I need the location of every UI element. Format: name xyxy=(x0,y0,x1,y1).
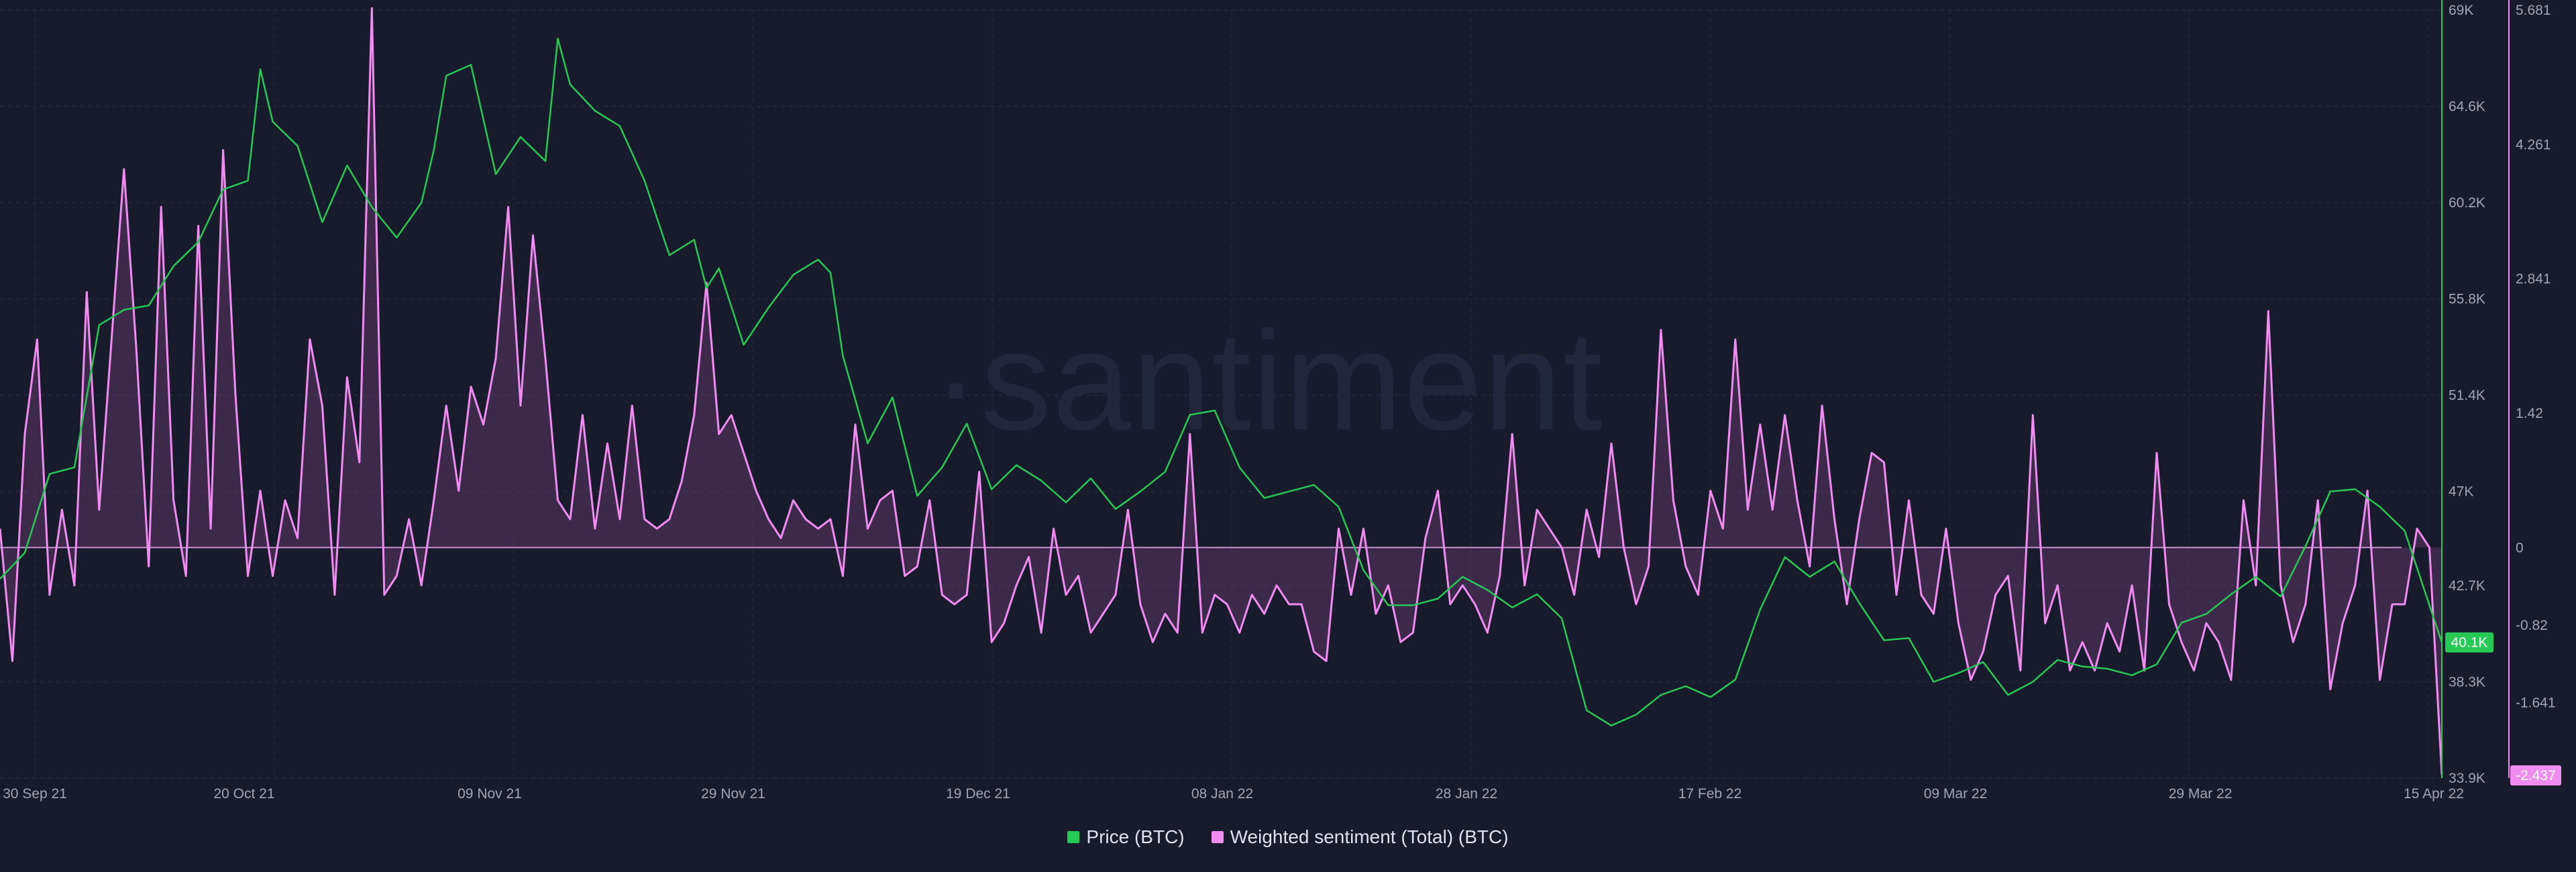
chart-svg: ·santiment 69K 64.6K 60.2K 55.8K 51.4K 47K 42.… xyxy=(0,0,2561,802)
price-tick-label: 60.2K xyxy=(2449,195,2485,211)
x-tick-label: 29 Nov 21 xyxy=(701,786,765,802)
sentiment-tick-label: -1.641 xyxy=(2516,696,2556,711)
watermark: ·santiment xyxy=(932,302,1603,459)
axes: 69K 64.6K 60.2K 55.8K 51.4K 47K 42.7K 38.3K 33.9… xyxy=(3,0,2561,802)
x-tick-label: 09 Nov 21 xyxy=(458,786,522,802)
legend-item-price[interactable]: Price (BTC) xyxy=(1067,826,1185,848)
price-line xyxy=(0,38,2443,726)
sentiment-tick-label: 0 xyxy=(2516,540,2524,555)
price-tick-label: 64.6K xyxy=(2449,99,2485,115)
legend-label-sentiment: Weighted sentiment (Total) (BTC) xyxy=(1230,826,1509,847)
sentiment-line xyxy=(0,7,2443,775)
sentiment-tick-label: 2.841 xyxy=(2516,272,2551,287)
x-tick-label: 30 Sep 21 xyxy=(3,786,67,802)
price-tick-label: 51.4K xyxy=(2449,388,2485,403)
sentiment-current-label: -2.437 xyxy=(2516,768,2556,783)
sentiment-tick-label: 4.261 xyxy=(2516,137,2551,152)
legend-swatch-price xyxy=(1067,831,1080,843)
legend-label-price: Price (BTC) xyxy=(1086,826,1185,847)
price-tick-label: 38.3K xyxy=(2449,674,2485,690)
sentiment-tick-label: -0.82 xyxy=(2516,618,2548,633)
x-tick-label: 17 Feb 22 xyxy=(1678,786,1742,802)
legend-swatch-sentiment xyxy=(1211,831,1224,843)
price-tick-label: 47K xyxy=(2449,484,2473,500)
price-tick-label: 42.7K xyxy=(2449,578,2485,594)
price-tick-label: 55.8K xyxy=(2449,292,2485,307)
sentiment-current-badge xyxy=(2510,765,2561,785)
x-tick-label: 15 Apr 22 xyxy=(2404,786,2464,802)
x-tick-label: 08 Jan 22 xyxy=(1191,786,1253,802)
legend: Price (BTC) Weighted sentiment (Total) (… xyxy=(0,824,2576,851)
sentiment-tick-label: 1.42 xyxy=(2516,406,2543,421)
sentiment-tick-label: 5.681 xyxy=(2516,3,2551,18)
price-current-badge xyxy=(2445,632,2493,653)
x-tick-label: 28 Jan 22 xyxy=(1436,786,1497,802)
x-tick-label: 19 Dec 21 xyxy=(946,786,1010,802)
x-tick-label: 20 Oct 21 xyxy=(213,786,274,802)
price-tick-label: 33.9K xyxy=(2449,771,2485,786)
x-tick-label: 09 Mar 22 xyxy=(1924,786,1988,802)
price-current-label: 40.1K xyxy=(2451,635,2488,651)
series-lines xyxy=(0,7,2443,775)
x-tick-label: 29 Mar 22 xyxy=(2169,786,2233,802)
legend-item-sentiment[interactable]: Weighted sentiment (Total) (BTC) xyxy=(1211,826,1509,848)
price-tick-label: 69K xyxy=(2449,3,2473,18)
